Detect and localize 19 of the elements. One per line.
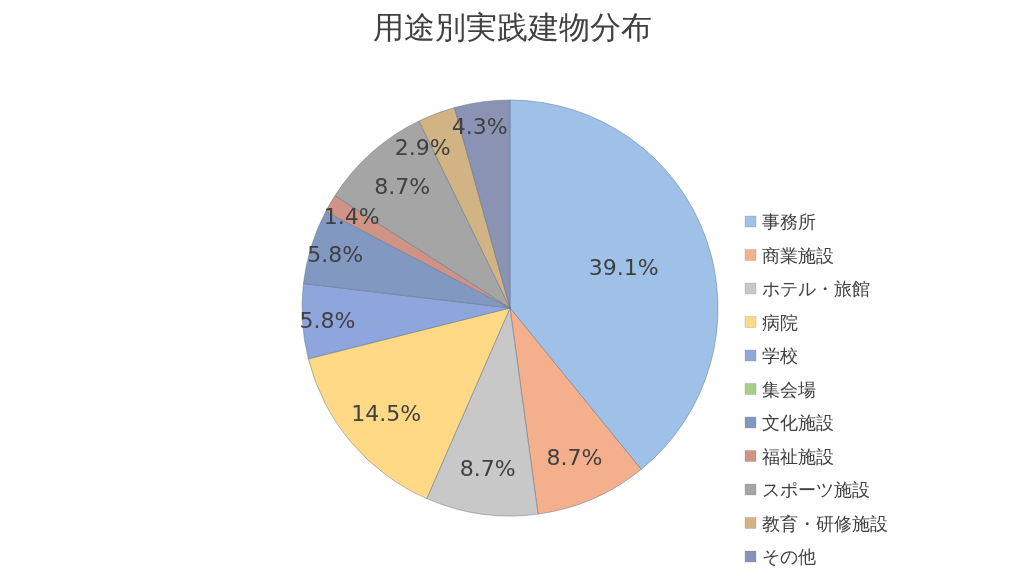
legend-label: 商業施設 (762, 244, 834, 266)
legend-label: ホテル・旅館 (762, 278, 870, 300)
legend-label: その他 (762, 546, 816, 568)
legend-label: 学校 (762, 345, 798, 367)
data-label: 8.7% (546, 444, 603, 470)
legend-label: 集会場 (762, 378, 816, 400)
data-label: 39.1% (588, 255, 659, 281)
chart-title: 用途別実践建物分布 (372, 9, 652, 45)
legend-label: 教育・研修施設 (762, 512, 888, 534)
legend-label: 福祉施設 (762, 445, 834, 467)
data-label: 8.7% (374, 174, 431, 200)
data-label: 14.5% (351, 400, 422, 426)
data-label: 5.8% (307, 241, 364, 267)
legend-label: 事務所 (762, 211, 816, 233)
legend-label: 文化施設 (762, 412, 834, 434)
legend-label: 病院 (762, 311, 798, 333)
data-label: 2.9% (394, 134, 451, 160)
legend-label: スポーツ施設 (762, 479, 870, 501)
data-label: 8.7% (459, 456, 516, 482)
